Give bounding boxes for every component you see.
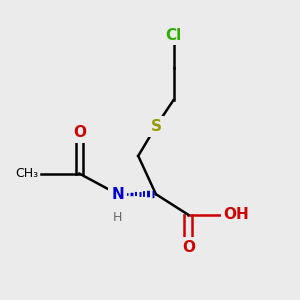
Text: OH: OH (224, 207, 249, 222)
Text: N: N (111, 187, 124, 202)
Text: Cl: Cl (165, 28, 182, 43)
Text: O: O (73, 125, 86, 140)
Text: O: O (182, 240, 195, 255)
Text: H: H (113, 211, 122, 224)
Text: CH₃: CH₃ (15, 167, 38, 180)
Text: S: S (150, 119, 161, 134)
